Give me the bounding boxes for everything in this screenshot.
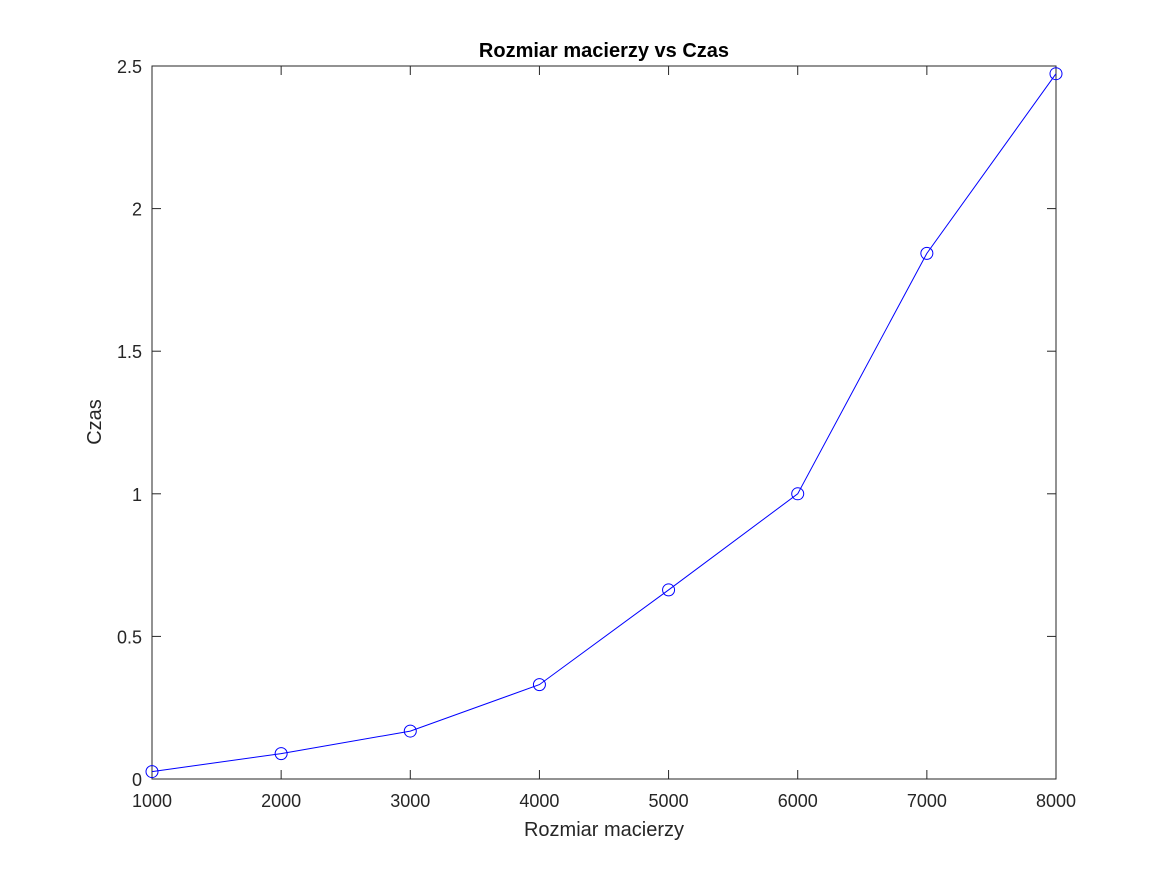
axes-box: [151, 65, 1057, 780]
data-point: [403, 724, 417, 738]
chart-title: Rozmiar macierzy vs Czas: [479, 40, 729, 62]
series-line: [151, 73, 1057, 773]
y-tick-label: 0: [132, 770, 142, 790]
y-tick-label: 2.5: [117, 57, 142, 77]
data-point: [920, 246, 934, 260]
x-tick-label: 6000: [778, 791, 818, 811]
data-point: [662, 583, 676, 597]
data-point: [274, 747, 288, 761]
series-layer: [145, 67, 1063, 779]
x-tick-label: 2000: [261, 791, 301, 811]
x-tick-label: 3000: [390, 791, 430, 811]
y-axis-label: Czas: [84, 399, 106, 445]
x-tick-label: 5000: [649, 791, 689, 811]
y-tick-label: 0.5: [117, 627, 142, 647]
x-tick-label: 1000: [132, 791, 172, 811]
ticks: 1000 2000 3000 4000 5000 6000 7000 8000 0 0.5 1 1.5…: [117, 57, 1076, 811]
data-point: [145, 765, 159, 779]
x-tick-label: 8000: [1036, 791, 1076, 811]
data-point: [1049, 67, 1063, 81]
x-axis-label: Rozmiar macierzy: [524, 819, 684, 841]
y-tick-label: 1.5: [117, 342, 142, 362]
y-tick-label: 1: [132, 485, 142, 505]
x-tick-label: 4000: [519, 791, 559, 811]
data-point: [532, 678, 546, 692]
data-point: [791, 487, 805, 501]
y-tick-label: 2: [132, 200, 142, 220]
x-tick-label: 7000: [907, 791, 947, 811]
